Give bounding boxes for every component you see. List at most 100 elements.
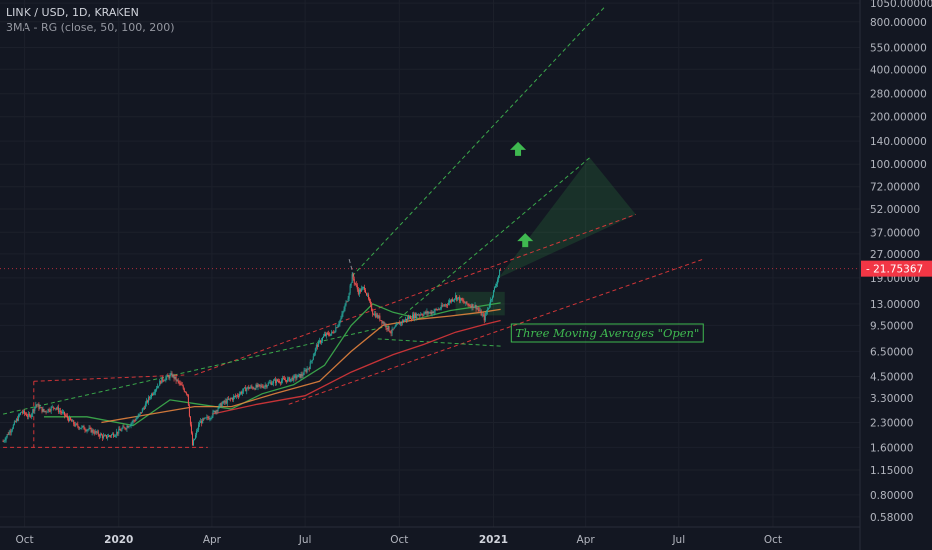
candle-body <box>465 301 467 304</box>
candle-body <box>357 289 359 295</box>
candle-body <box>371 304 373 311</box>
candle-body <box>415 313 417 318</box>
candle-body <box>345 301 347 305</box>
candle-body <box>447 302 449 305</box>
candle-body <box>487 307 489 310</box>
candle-body <box>264 385 266 387</box>
candle-body <box>237 395 239 397</box>
candle-body <box>51 406 53 408</box>
chart-symbol-title[interactable]: LINK / USD, 1D, KRAKEN <box>6 6 139 19</box>
x-tick-label: Oct <box>390 534 408 546</box>
candle-body <box>457 297 459 300</box>
candle-body <box>88 427 90 430</box>
candle-body <box>380 320 382 322</box>
candle-body <box>165 377 167 381</box>
candle-body <box>428 312 430 314</box>
candle-body <box>85 430 87 432</box>
candle-body <box>84 429 86 431</box>
candle-body <box>89 427 91 429</box>
indicator-legend[interactable]: 3MA - RG (close, 50, 100, 200) <box>6 21 175 34</box>
candle-body <box>161 377 163 384</box>
candle-body <box>388 326 390 332</box>
candle-body <box>71 419 73 422</box>
candle-body <box>215 410 217 413</box>
candle-body <box>82 425 84 427</box>
y-tick-label: 9.50000 <box>870 320 913 332</box>
up-arrow-icon <box>517 233 534 248</box>
candle-body <box>156 388 158 390</box>
candle-body <box>205 417 207 419</box>
candle-body <box>207 416 209 419</box>
candle-body <box>255 384 257 390</box>
candle-body <box>379 315 381 321</box>
candle-body <box>31 414 33 418</box>
candle-body <box>279 381 280 383</box>
candle-body <box>394 326 396 328</box>
candle-body <box>338 323 340 326</box>
candle-body <box>247 386 249 389</box>
candle-body <box>53 407 55 409</box>
y-tick-label: 2.30000 <box>870 418 913 430</box>
candle-body <box>471 304 473 308</box>
candle-body <box>482 314 484 316</box>
annotation-box <box>510 323 704 343</box>
candle-body <box>347 298 349 302</box>
candle-body <box>310 360 312 362</box>
candle-body <box>351 274 353 283</box>
candle-body <box>36 404 38 406</box>
candle-body <box>314 348 316 354</box>
candle-body <box>286 380 288 382</box>
candle-body <box>445 304 447 306</box>
candle-body <box>236 395 237 397</box>
candle-body <box>16 418 18 421</box>
candle-body <box>483 315 485 321</box>
y-tick-label: 13.00000 <box>870 299 920 311</box>
candle-body <box>337 325 339 328</box>
candle-body <box>11 428 13 431</box>
last-price-badge <box>861 260 932 277</box>
candle-body <box>184 391 186 393</box>
candle-body <box>309 361 311 370</box>
candle-body <box>38 404 40 409</box>
candle-body <box>312 356 314 360</box>
candle-body <box>131 422 133 424</box>
candle-body <box>352 274 354 279</box>
candle-body <box>5 436 7 441</box>
candle-body <box>144 403 146 409</box>
candle-body <box>92 429 94 433</box>
candle-body <box>302 374 304 376</box>
candle-body <box>495 286 497 288</box>
candle-body <box>200 420 202 424</box>
candle-body <box>225 400 227 404</box>
candle-body <box>119 428 121 431</box>
candle-body <box>429 311 431 313</box>
candle-body <box>276 379 278 382</box>
candle-body <box>176 379 178 381</box>
candle-body <box>42 409 44 412</box>
candle-body <box>378 315 380 318</box>
candle-body <box>367 294 369 296</box>
candle-body <box>486 309 488 313</box>
candle-body <box>166 375 168 378</box>
candle-body <box>45 411 47 412</box>
candle-body <box>21 411 22 413</box>
candle-body <box>256 384 258 388</box>
candle-body <box>498 275 500 280</box>
candle-body <box>67 415 69 419</box>
candle-body <box>336 327 338 329</box>
candle-body <box>443 305 445 307</box>
candle-body <box>113 433 115 437</box>
candle-body <box>142 408 144 409</box>
candle-body <box>241 392 243 394</box>
candle-body <box>437 309 439 310</box>
candle-body <box>141 408 143 413</box>
y-tick-label: 27.00000 <box>870 249 920 261</box>
candle-body <box>318 340 320 342</box>
candle-body <box>34 406 36 411</box>
candle-body <box>432 311 434 314</box>
candle-body <box>7 434 9 435</box>
candle-body <box>492 290 494 297</box>
candle-body <box>315 344 317 349</box>
candle-body <box>112 433 114 435</box>
